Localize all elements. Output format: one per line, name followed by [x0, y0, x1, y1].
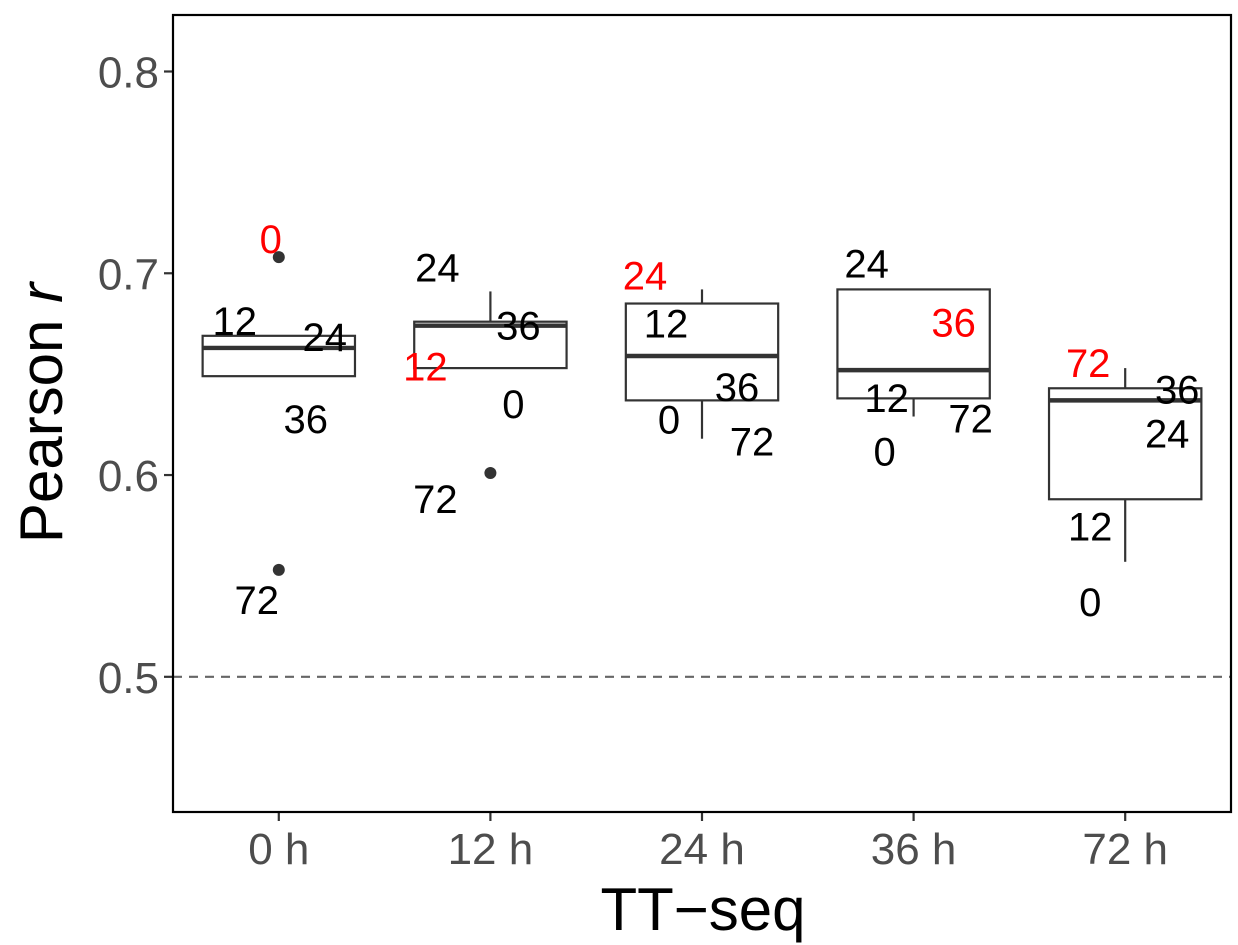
x-axis-title: TT−seq — [600, 876, 805, 943]
point-label: 12 — [1068, 505, 1113, 549]
point-label: 12 — [403, 346, 448, 390]
box-body — [624, 302, 780, 402]
point-label: 72 — [948, 397, 993, 441]
point-label: 12 — [213, 300, 258, 344]
point-label: 24 — [415, 246, 460, 290]
y-tick-label: 0.7 — [98, 250, 159, 299]
outlier-point — [272, 563, 285, 576]
point-label: 0 — [1079, 581, 1101, 625]
point-label: 0 — [873, 431, 895, 475]
point-label: 72 — [235, 579, 280, 623]
plot-panel-border — [171, 13, 1233, 814]
x-tick-label: 72 h — [1082, 825, 1168, 874]
box-12h — [413, 291, 568, 480]
x-tick-label: 0 h — [248, 825, 309, 874]
point-label: 36 — [1155, 368, 1200, 412]
box-body — [836, 288, 991, 400]
point-label: 0 — [658, 398, 680, 442]
x-tick-label: 12 h — [448, 825, 534, 874]
box-0h — [201, 251, 357, 576]
point-label: 24 — [303, 316, 348, 360]
point-label: 36 — [496, 305, 541, 349]
point-label: 36 — [715, 366, 760, 410]
point-label: 0 — [502, 383, 524, 427]
y-axis-title-italic: r — [8, 281, 75, 303]
box-72h — [1047, 368, 1203, 562]
box-body — [413, 320, 568, 370]
y-axis-title: Pearson r — [8, 281, 75, 543]
point-label: 72 — [730, 421, 775, 465]
box-body — [201, 334, 357, 378]
y-tick-label: 0.8 — [98, 48, 159, 97]
box-24h — [624, 289, 780, 439]
point-label: 72 — [413, 478, 458, 522]
y-tick-label: 0.6 — [98, 452, 159, 501]
x-tick-label: 24 h — [659, 825, 745, 874]
y-axis: 0.5 0.6 0.7 0.8 — [98, 48, 173, 703]
point-label: 24 — [623, 254, 668, 298]
point-label: 12 — [644, 303, 689, 347]
box-body — [1047, 387, 1203, 501]
point-label: 0 — [260, 218, 282, 262]
point-label: 36 — [931, 301, 976, 345]
point-label: 72 — [1066, 342, 1111, 386]
point-label: 24 — [1145, 412, 1190, 456]
x-tick-label: 36 h — [871, 825, 957, 874]
point-label: 24 — [844, 242, 889, 286]
boxes-layer — [201, 251, 1203, 576]
x-axis: 0 h 12 h 24 h 36 h 72 h — [248, 812, 1168, 874]
point-label: 36 — [284, 398, 329, 442]
point-label: 12 — [864, 377, 909, 421]
outlier-point — [484, 467, 497, 480]
y-axis-title-text: Pearson — [8, 320, 75, 543]
box-36h — [836, 288, 991, 417]
y-tick-label: 0.5 — [98, 654, 159, 703]
outlier-point — [272, 251, 285, 264]
